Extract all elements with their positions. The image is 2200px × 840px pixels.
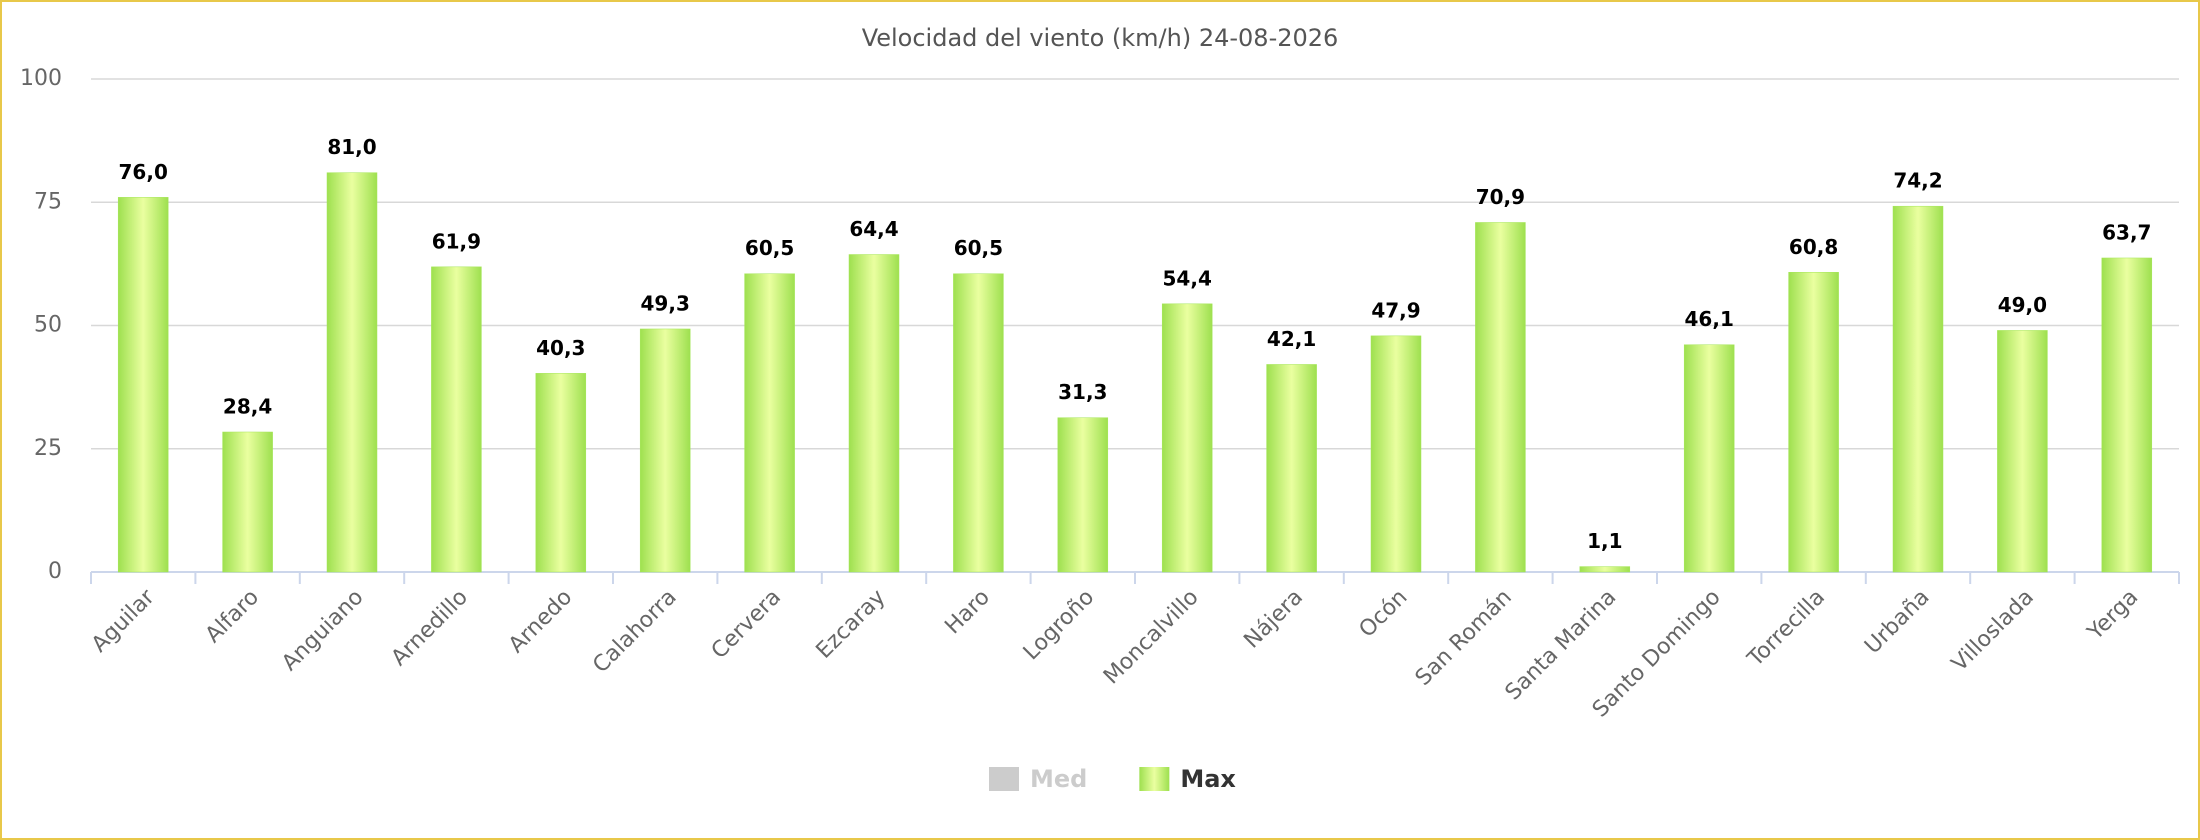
- chart-title: Velocidad del viento (km/h) 24-08-2026: [862, 24, 1339, 52]
- bar: [1057, 417, 1109, 573]
- bar: [1161, 303, 1213, 573]
- bar: [1997, 330, 2048, 573]
- bar: [1788, 272, 1839, 573]
- bar: [1892, 205, 1944, 573]
- bar: [639, 328, 691, 573]
- data-label: 42,1: [1267, 327, 1316, 351]
- data-label: 40,3: [536, 336, 585, 360]
- y-tick-label: 50: [34, 313, 62, 338]
- data-label: 70,9: [1476, 185, 1525, 209]
- bar: [535, 373, 587, 573]
- bar: [1266, 364, 1317, 573]
- bar: [431, 266, 482, 573]
- data-label: 46,1: [1685, 307, 1734, 331]
- bar: [744, 273, 795, 573]
- data-label: 74,2: [1893, 169, 1942, 193]
- data-label: 49,3: [641, 291, 690, 315]
- legend-label[interactable]: Max: [1180, 765, 1236, 793]
- bar: [1370, 335, 1422, 573]
- bar: [117, 197, 169, 573]
- data-label: 60,8: [1789, 235, 1838, 259]
- data-label: 54,4: [1163, 266, 1212, 290]
- bar: [1475, 222, 1526, 573]
- legend-swatch[interactable]: [1139, 767, 1170, 791]
- bar: [2101, 257, 2153, 573]
- y-tick-label: 0: [48, 559, 62, 584]
- data-label: 81,0: [327, 135, 376, 159]
- data-label: 60,5: [954, 236, 1003, 260]
- y-tick-label: 25: [34, 436, 62, 461]
- data-label: 60,5: [745, 236, 794, 260]
- y-tick-label: 100: [20, 66, 62, 91]
- data-label: 28,4: [223, 394, 272, 418]
- bar: [1683, 344, 1735, 573]
- data-label: 1,1: [1587, 529, 1622, 553]
- data-label: 49,0: [1998, 293, 2047, 317]
- bar: [848, 254, 900, 573]
- data-label: 31,3: [1058, 380, 1107, 404]
- bar: [953, 273, 1004, 573]
- bar: [222, 431, 273, 573]
- data-label: 64,4: [849, 217, 898, 241]
- bar: [1579, 566, 1631, 573]
- legend-label[interactable]: Med: [1030, 765, 1087, 793]
- data-label: 76,0: [119, 160, 168, 184]
- bar: [326, 172, 378, 573]
- data-label: 47,9: [1371, 298, 1420, 322]
- legend-swatch[interactable]: [989, 767, 1019, 791]
- data-label: 63,7: [2102, 220, 2151, 244]
- y-tick-label: 75: [34, 189, 62, 214]
- data-label: 61,9: [432, 229, 481, 253]
